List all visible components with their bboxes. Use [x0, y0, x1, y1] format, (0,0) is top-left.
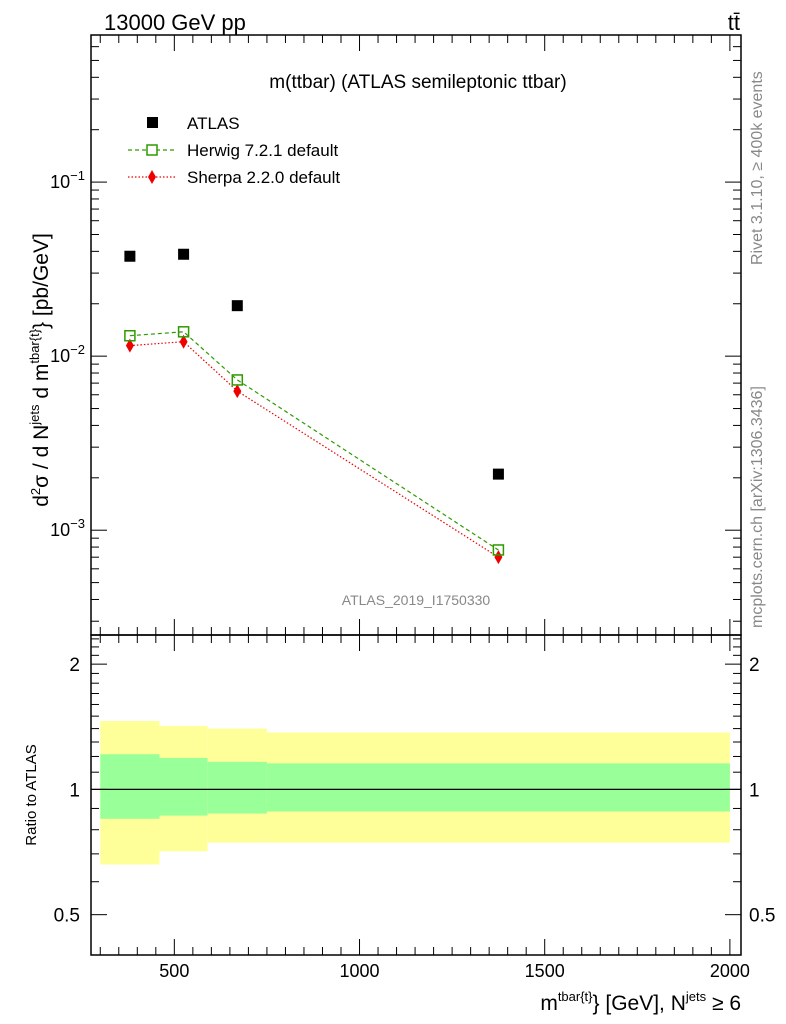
data-markers: [124, 248, 505, 565]
main-axes: 10−3 10−2 10−1: [50, 35, 741, 635]
ratio-y-tick-label-left: 1: [69, 780, 80, 801]
ratio-bands: [91, 721, 741, 865]
legend-atlas: ATLAS: [187, 114, 240, 133]
svg-text:d2σ / d Njets d mtbar{t}} [pb: d2σ / d Njets d mtbar{t}} [pb/GeV]: [27, 233, 53, 507]
analysis-watermark: ATLAS_2019_I1750330: [342, 592, 491, 608]
herwig-line: [129, 331, 499, 551]
x-tick-label: 1000: [339, 961, 379, 981]
legend-herwig-marker: [146, 144, 158, 156]
ratio-band-inner: [100, 754, 160, 819]
y-tick-label: 10−1: [50, 168, 85, 192]
main-y-axis-label: d2σ / d Njets d mtbar{t}} [pb/GeV]: [27, 233, 53, 507]
ratio-axes: 500 1000 1500 2000 0.5 0.5 1 1 2 2: [54, 635, 775, 981]
atlas-point: [231, 300, 243, 312]
herwig-point: [124, 329, 136, 342]
legend-herwig: Herwig 7.2.1 default: [187, 141, 338, 160]
x-tick-label: 2000: [710, 961, 750, 981]
atlas-point: [124, 250, 136, 262]
main-panel: 10−3 10−2 10−1 m(ttbar) (ATLAS semileptoni…: [27, 34, 742, 636]
ratio-band-inner: [266, 763, 730, 812]
herwig-point: [177, 326, 190, 338]
x-tick-label: 500: [159, 961, 189, 981]
mcplots-label: mcplots.cern.ch [arXiv:1306.3436]: [749, 386, 766, 628]
energy-label: 13000 GeV pp: [104, 10, 246, 35]
atlas-point: [492, 468, 504, 480]
atlas-point: [178, 248, 190, 260]
y-tick-label: 10−3: [50, 516, 85, 540]
x-axis-label: mtbar{t}} [GeV], Njets ≥ 6: [540, 989, 741, 1015]
process-label: tt̄: [728, 10, 740, 35]
ratio-y-tick-label-left: 0.5: [54, 906, 80, 927]
plot-title: m(ttbar) (ATLAS semileptonic ttbar): [269, 72, 566, 93]
legend-sherpa: Sherpa 2.2.0 default: [187, 168, 340, 187]
svg-text:mtbar{t}} [GeV], Njets ≥ 6: mtbar{t}} [GeV], Njets ≥ 6: [540, 989, 741, 1015]
rivet-label: Rivet 3.1.10, ≥ 400k events: [749, 71, 766, 265]
ratio-y-tick-label-left: 2: [69, 655, 80, 676]
ratio-y-tick-label-right: 0.5: [749, 906, 775, 927]
herwig-point: [231, 374, 244, 386]
y-tick-label: 10−2: [50, 342, 85, 366]
legend-sherpa-marker: [148, 170, 156, 184]
x-tick-label: 1500: [525, 961, 565, 981]
ratio-frame: [90, 634, 742, 956]
sherpa-point: [494, 550, 503, 565]
legend: ATLAS Herwig 7.2.1 default Sherpa 2.2.0 …: [128, 114, 340, 187]
ratio-panel: 500 1000 1500 2000 0.5 0.5 1 1 2 2 Ratio to ATLAS: [23, 634, 775, 981]
ratio-band-inner: [159, 757, 208, 816]
ratio-band-inner: [207, 761, 267, 814]
legend-atlas-marker: [147, 117, 158, 128]
sherpa-point: [179, 334, 188, 349]
ratio-y-tick-label-right: 2: [749, 655, 760, 676]
sherpa-point: [233, 384, 242, 399]
ratio-y-tick-label-right: 1: [749, 780, 760, 801]
sherpa-line: [129, 341, 499, 558]
herwig-point: [492, 544, 505, 556]
mc-lines: [129, 331, 499, 558]
ratio-y-axis-label: Ratio to ATLAS: [23, 744, 40, 845]
sherpa-point: [125, 338, 134, 353]
